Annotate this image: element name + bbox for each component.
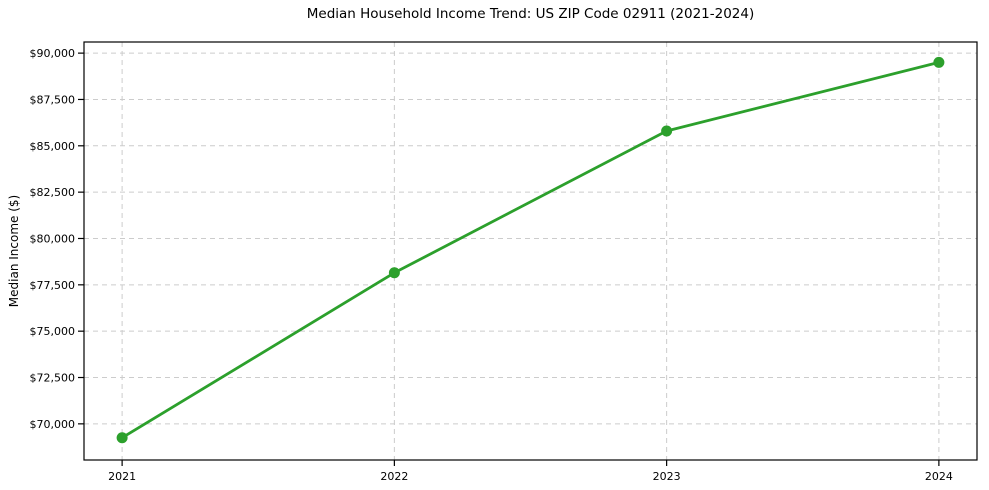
income-trend-line [120, 60, 941, 440]
plot-border [83, 41, 978, 461]
y-tick-label: $70,000 [30, 418, 76, 431]
data-point-2022 [388, 267, 400, 279]
y-tick-label: $80,000 [30, 232, 76, 245]
y-axis-tick-labels: $70,000 $72,500 $75,000 $77,500 $80,000 $82,5… [30, 47, 76, 431]
y-tick-label: $75,000 [30, 325, 76, 338]
data-point-2024 [933, 56, 945, 68]
y-tick-label: $87,500 [30, 93, 76, 106]
y-tick-label: $90,000 [30, 47, 76, 60]
x-tick-label: 2024 [925, 470, 953, 483]
y-tick-label: $82,500 [30, 186, 76, 199]
gridlines [84, 42, 977, 460]
y-tick-label: $85,000 [30, 140, 76, 153]
axis-ticks [78, 52, 940, 466]
data-point-2023 [661, 125, 673, 137]
chart-title: Median Household Income Trend: US ZIP Co… [306, 6, 755, 22]
data-point-2021 [116, 432, 128, 444]
x-axis-tick-labels: 2021 2022 2023 2024 [108, 470, 953, 483]
y-tick-label: $72,500 [30, 372, 76, 385]
x-tick-label: 2021 [108, 470, 136, 483]
x-tick-label: 2022 [380, 470, 408, 483]
y-tick-label: $77,500 [30, 279, 76, 292]
x-tick-label: 2023 [653, 470, 681, 483]
